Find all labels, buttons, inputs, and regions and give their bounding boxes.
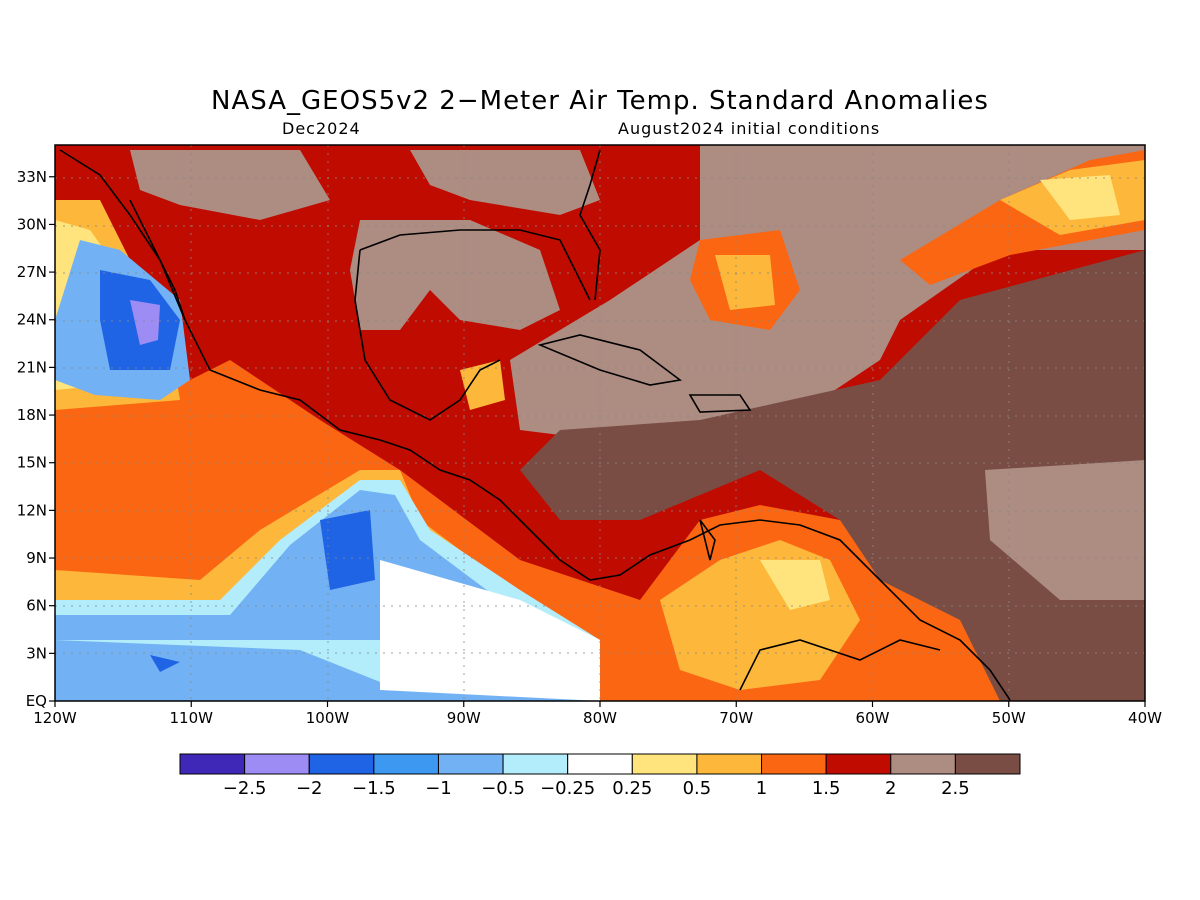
lon-tick-label: 120W — [33, 709, 77, 727]
colorbar-swatch — [437, 753, 504, 775]
lon-tick-label: 110W — [170, 709, 214, 727]
colorbar-swatch — [308, 753, 375, 775]
grid-lines — [55, 145, 1145, 701]
lat-tick-label: 27N — [17, 263, 47, 281]
colorbar-swatch — [825, 753, 892, 775]
colorbar-label: 0.25 — [612, 778, 652, 799]
lon-tick-label: 60W — [856, 709, 890, 727]
colorbar-label: −2 — [296, 778, 323, 799]
lat-tick-label: 15N — [17, 454, 47, 472]
anomaly-region-gt2.5 — [520, 250, 1145, 701]
colorbar-label: −0.5 — [481, 778, 525, 799]
lat-tick-label: 6N — [26, 597, 47, 615]
lat-tick-label: EQ — [26, 692, 47, 710]
longitude-axis: 120W 110W 100W 90W 80W 70W 60W 50W 40W — [33, 701, 1162, 727]
colorbar-swatch — [954, 753, 1021, 775]
colorbar-label: −2.5 — [223, 778, 267, 799]
colorbar-label: 1.5 — [812, 778, 841, 799]
colorbar-swatch — [502, 753, 569, 775]
colorbar-swatch — [373, 753, 439, 775]
colorbar-label: −1 — [425, 778, 452, 799]
lon-tick-label: 80W — [583, 709, 617, 727]
latitude-axis: EQ 3N 6N 9N 12N 15N 18N 21N 24N 27N 30N 33N — [17, 168, 55, 710]
colorbar-swatch — [631, 753, 698, 775]
lon-tick-label: 50W — [992, 709, 1026, 727]
initial-conditions: August2024 initial conditions — [618, 119, 881, 138]
lat-tick-label: 9N — [26, 549, 47, 567]
colorbar-swatch — [696, 753, 763, 775]
lat-tick-label: 33N — [17, 168, 47, 186]
lat-tick-label: 21N — [17, 358, 47, 376]
colorbar-swatch — [761, 753, 827, 775]
colorbar-label: 0.5 — [683, 778, 712, 799]
lat-tick-label: 12N — [17, 501, 47, 519]
colorbar: −2.5 −2 −1.5 −1 −0.5 −0.25 0.25 0.5 1 1.5 2 2.5 — [179, 753, 1021, 799]
map-title: NASA_GEOS5v2 2−Meter Air Temp. Standard … — [211, 86, 989, 116]
lon-tick-label: 70W — [719, 709, 753, 727]
colorbar-label: 2 — [885, 778, 896, 799]
lat-tick-label: 30N — [17, 215, 47, 233]
colorbar-label: 2.5 — [941, 778, 970, 799]
forecast-month: Dec2024 — [282, 119, 361, 138]
colorbar-label: −1.5 — [352, 778, 396, 799]
colorbar-swatch — [179, 753, 246, 775]
lat-tick-label: 3N — [26, 644, 47, 662]
colorbar-swatch — [890, 753, 956, 775]
colorbar-label: −0.25 — [540, 778, 595, 799]
lat-tick-label: 18N — [17, 406, 47, 424]
colorbar-swatch — [567, 753, 633, 775]
lon-tick-label: 40W — [1128, 709, 1162, 727]
colorbar-label: 1 — [756, 778, 767, 799]
coastlines — [59, 149, 1011, 701]
colorbar-swatch — [244, 753, 310, 775]
anomaly-field — [55, 145, 1145, 701]
lon-tick-label: 100W — [306, 709, 350, 727]
lat-tick-label: 24N — [17, 311, 47, 329]
lon-tick-label: 90W — [447, 709, 481, 727]
